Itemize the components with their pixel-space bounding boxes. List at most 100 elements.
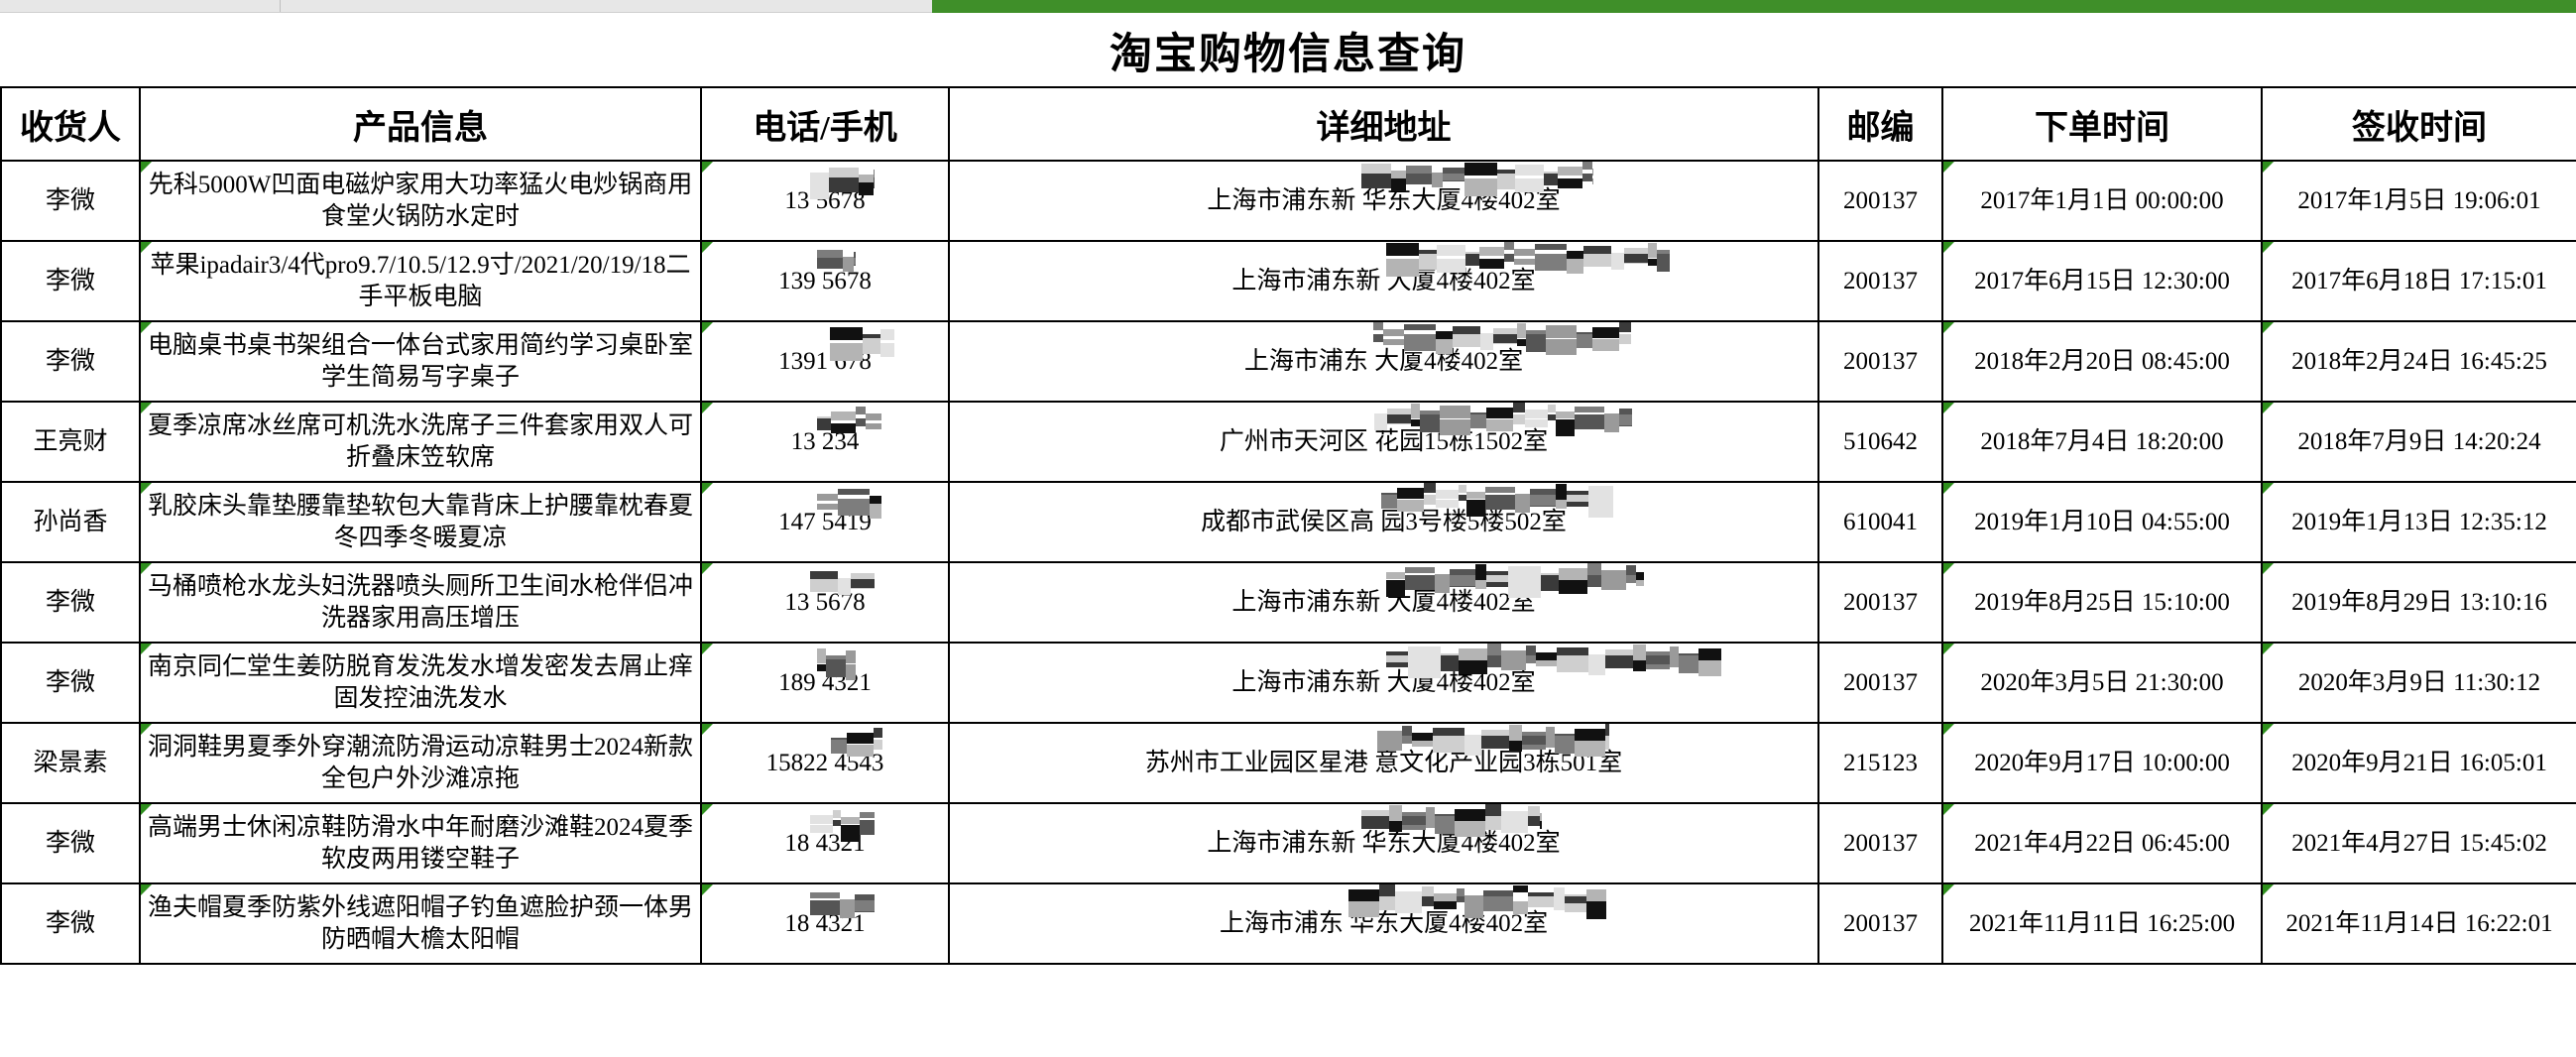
cell-postcode[interactable]: 510642 <box>1817 401 1943 483</box>
cell-product[interactable]: 先科5000W凹面电磁炉家用大功率猛火电炒锅商用食堂火锅防水定时 <box>139 160 702 242</box>
cell-postcode[interactable]: 215123 <box>1817 722 1943 804</box>
table-row[interactable]: 孙尚香 乳胶床头靠垫腰靠垫软包大靠背床上护腰靠枕春夏冬四季冬暖夏凉 147 5419… <box>0 481 2576 563</box>
cell-product[interactable]: 高端男士休闲凉鞋防滑水中年耐磨沙滩鞋2024夏季软皮两用镂空鞋子 <box>139 802 702 884</box>
table-row[interactable]: 李微 南京同仁堂生姜防脱育发洗发水增发密发去屑止痒固发控油洗发水 189 4321 上… <box>0 642 2576 724</box>
cell-postcode[interactable]: 200137 <box>1817 642 1943 724</box>
cell-phone[interactable]: 18 4321 <box>700 802 950 884</box>
error-indicator-triangle-icon <box>141 322 152 333</box>
cell-address[interactable]: 上海市浦东新 华东大厦4楼402室 <box>948 802 1819 884</box>
column-header-seg-2[interactable] <box>281 0 955 12</box>
cell-phone[interactable]: 189 4321 <box>700 642 950 724</box>
cell-product[interactable]: 夏季凉席冰丝席可机洗水洗席子三件套家用双人可折叠床笠软席 <box>139 401 702 483</box>
table-body: 李微 先科5000W凹面电磁炉家用大功率猛火电炒锅商用食堂火锅防水定时 13 567… <box>0 160 2576 965</box>
table-row[interactable]: 李微 马桶喷枪水龙头妇洗器喷头厕所卫生间水枪伴侣冲洗器家用高压增压 13 5678 上… <box>0 561 2576 644</box>
cell-phone[interactable]: 1391 678 <box>700 320 950 403</box>
header-postcode[interactable]: 邮编 <box>1817 86 1943 162</box>
cell-sign-time[interactable]: 2017年6月18日 17:15:01 <box>2261 240 2576 322</box>
cell-order-time[interactable]: 2021年4月22日 06:45:00 <box>1941 802 2263 884</box>
cell-sign-time[interactable]: 2020年3月9日 11:30:12 <box>2261 642 2576 724</box>
cell-receiver[interactable]: 李微 <box>0 802 141 884</box>
redaction-mask <box>810 166 876 199</box>
cell-product[interactable]: 渔夫帽夏季防紫外线遮阳帽子钓鱼遮脸护颈一体男防晒帽大檐太阳帽 <box>139 882 702 965</box>
table-row[interactable]: 李微 渔夫帽夏季防紫外线遮阳帽子钓鱼遮脸护颈一体男防晒帽大檐太阳帽 18 4321 上… <box>0 882 2576 965</box>
cell-address[interactable]: 上海市浦东 大厦4楼402室 <box>948 320 1819 403</box>
cell-postcode[interactable]: 200137 <box>1817 160 1943 242</box>
header-sign-time[interactable]: 签收时间 <box>2261 86 2576 162</box>
cell-postcode[interactable]: 200137 <box>1817 802 1943 884</box>
cell-address[interactable]: 上海市浦东新 大厦4楼402室 <box>948 642 1819 724</box>
cell-receiver[interactable]: 李微 <box>0 160 141 242</box>
cell-sign-time[interactable]: 2017年1月5日 19:06:01 <box>2261 160 2576 242</box>
table-row[interactable]: 梁景素 洞洞鞋男夏季外穿潮流防滑运动凉鞋男士2024新款全包户外沙滩凉拖 15822… <box>0 722 2576 804</box>
header-order-time[interactable]: 下单时间 <box>1941 86 2263 162</box>
cell-order-time[interactable]: 2018年7月4日 18:20:00 <box>1941 401 2263 483</box>
address-value: 上海市浦东 华东大厦4楼402室 <box>1220 883 1606 940</box>
cell-sign-time[interactable]: 2019年1月13日 12:35:12 <box>2261 481 2576 563</box>
cell-postcode[interactable]: 200137 <box>1817 561 1943 644</box>
cell-sign-time[interactable]: 2020年9月21日 16:05:01 <box>2261 722 2576 804</box>
address-value: 广州市天河区 花园15栋1502室 <box>1220 402 1632 458</box>
cell-product[interactable]: 乳胶床头靠垫腰靠垫软包大靠背床上护腰靠枕春夏冬四季冬暖夏凉 <box>139 481 702 563</box>
cell-phone[interactable]: 18 4321 <box>700 882 950 965</box>
cell-receiver[interactable]: 孙尚香 <box>0 481 141 563</box>
cell-sign-time[interactable]: 2021年4月27日 15:45:02 <box>2261 802 2576 884</box>
table-row[interactable]: 李微 先科5000W凹面电磁炉家用大功率猛火电炒锅商用食堂火锅防水定时 13 567… <box>0 160 2576 242</box>
cell-phone[interactable]: 13 5678 <box>700 561 950 644</box>
error-indicator-triangle-icon <box>2263 483 2274 494</box>
cell-phone[interactable]: 139 5678 <box>700 240 950 322</box>
cell-phone[interactable]: 13 234 <box>700 401 950 483</box>
cell-phone[interactable]: 147 5419 <box>700 481 950 563</box>
cell-order-time[interactable]: 2020年3月5日 21:30:00 <box>1941 642 2263 724</box>
table-row[interactable]: 李微 高端男士休闲凉鞋防滑水中年耐磨沙滩鞋2024夏季软皮两用镂空鞋子 18 432… <box>0 802 2576 884</box>
header-product[interactable]: 产品信息 <box>139 86 702 162</box>
cell-address[interactable]: 上海市浦东新 大厦4楼402室 <box>948 240 1819 322</box>
cell-order-time[interactable]: 2019年8月25日 15:10:00 <box>1941 561 2263 644</box>
error-indicator-triangle-icon <box>702 884 713 895</box>
cell-product[interactable]: 南京同仁堂生姜防脱育发洗发水增发密发去屑止痒固发控油洗发水 <box>139 642 702 724</box>
cell-order-time[interactable]: 2019年1月10日 04:55:00 <box>1941 481 2263 563</box>
cell-address[interactable]: 苏州市工业园区星港 意文化产业园3栋501室 <box>948 722 1819 804</box>
cell-postcode[interactable]: 200137 <box>1817 320 1943 403</box>
header-receiver[interactable]: 收货人 <box>0 86 141 162</box>
cell-address[interactable]: 广州市天河区 花园15栋1502室 <box>948 401 1819 483</box>
table-row[interactable]: 李微 苹果ipadair3/4代pro9.7/10.5/12.9寸/2021/20… <box>0 240 2576 322</box>
cell-sign-time[interactable]: 2018年2月24日 16:45:25 <box>2261 320 2576 403</box>
cell-order-time[interactable]: 2021年11月11日 16:25:00 <box>1941 882 2263 965</box>
cell-receiver[interactable]: 李微 <box>0 882 141 965</box>
cell-phone[interactable]: 15822 4543 <box>700 722 950 804</box>
cell-receiver[interactable]: 李微 <box>0 320 141 403</box>
cell-address[interactable]: 上海市浦东 华东大厦4楼402室 <box>948 882 1819 965</box>
cell-receiver[interactable]: 李微 <box>0 561 141 644</box>
cell-sign-time[interactable]: 2021年11月14日 16:22:01 <box>2261 882 2576 965</box>
cell-address[interactable]: 上海市浦东新 大厦4楼402室 <box>948 561 1819 644</box>
table-row[interactable]: 王亮财 夏季凉席冰丝席可机洗水洗席子三件套家用双人可折叠床笠软席 13 234 广州市… <box>0 401 2576 483</box>
cell-receiver[interactable]: 李微 <box>0 642 141 724</box>
cell-address[interactable]: 成都市武侯区高 园3号楼5楼502室 <box>948 481 1819 563</box>
column-header-seg-1[interactable] <box>0 0 281 12</box>
cell-postcode[interactable]: 200137 <box>1817 882 1943 965</box>
cell-product[interactable]: 电脑桌书桌书架组合一体台式家用简约学习桌卧室学生简易写字桌子 <box>139 320 702 403</box>
header-address[interactable]: 详细地址 <box>948 86 1819 162</box>
cell-product[interactable]: 苹果ipadair3/4代pro9.7/10.5/12.9寸/2021/20/1… <box>139 240 702 322</box>
cell-sign-time[interactable]: 2018年7月9日 14:20:24 <box>2261 401 2576 483</box>
error-indicator-triangle-icon <box>141 724 152 735</box>
cell-sign-time[interactable]: 2019年8月29日 13:10:16 <box>2261 561 2576 644</box>
cell-postcode[interactable]: 200137 <box>1817 240 1943 322</box>
cell-receiver[interactable]: 梁景素 <box>0 722 141 804</box>
cell-product[interactable]: 马桶喷枪水龙头妇洗器喷头厕所卫生间水枪伴侣冲洗器家用高压增压 <box>139 561 702 644</box>
header-phone[interactable]: 电话/手机 <box>700 86 950 162</box>
cell-order-time[interactable]: 2017年1月1日 00:00:00 <box>1941 160 2263 242</box>
error-indicator-triangle-icon <box>141 644 152 654</box>
cell-order-time[interactable]: 2020年9月17日 10:00:00 <box>1941 722 2263 804</box>
cell-postcode[interactable]: 610041 <box>1817 481 1943 563</box>
table-row[interactable]: 李微 电脑桌书桌书架组合一体台式家用简约学习桌卧室学生简易写字桌子 1391 678… <box>0 320 2576 403</box>
cell-receiver[interactable]: 王亮财 <box>0 401 141 483</box>
cell-order-time[interactable]: 2017年6月15日 12:30:00 <box>1941 240 2263 322</box>
cell-order-time[interactable]: 2018年2月20日 08:45:00 <box>1941 320 2263 403</box>
cell-product[interactable]: 洞洞鞋男夏季外穿潮流防滑运动凉鞋男士2024新款全包户外沙滩凉拖 <box>139 722 702 804</box>
cell-receiver[interactable]: 李微 <box>0 240 141 322</box>
redaction-mask <box>810 567 876 595</box>
cell-address[interactable]: 上海市浦东新 华东大厦4楼402室 <box>948 160 1819 242</box>
cell-phone[interactable]: 13 5678 <box>700 160 950 242</box>
address-value: 苏州市工业园区星港 意文化产业园3栋501室 <box>1145 723 1622 779</box>
